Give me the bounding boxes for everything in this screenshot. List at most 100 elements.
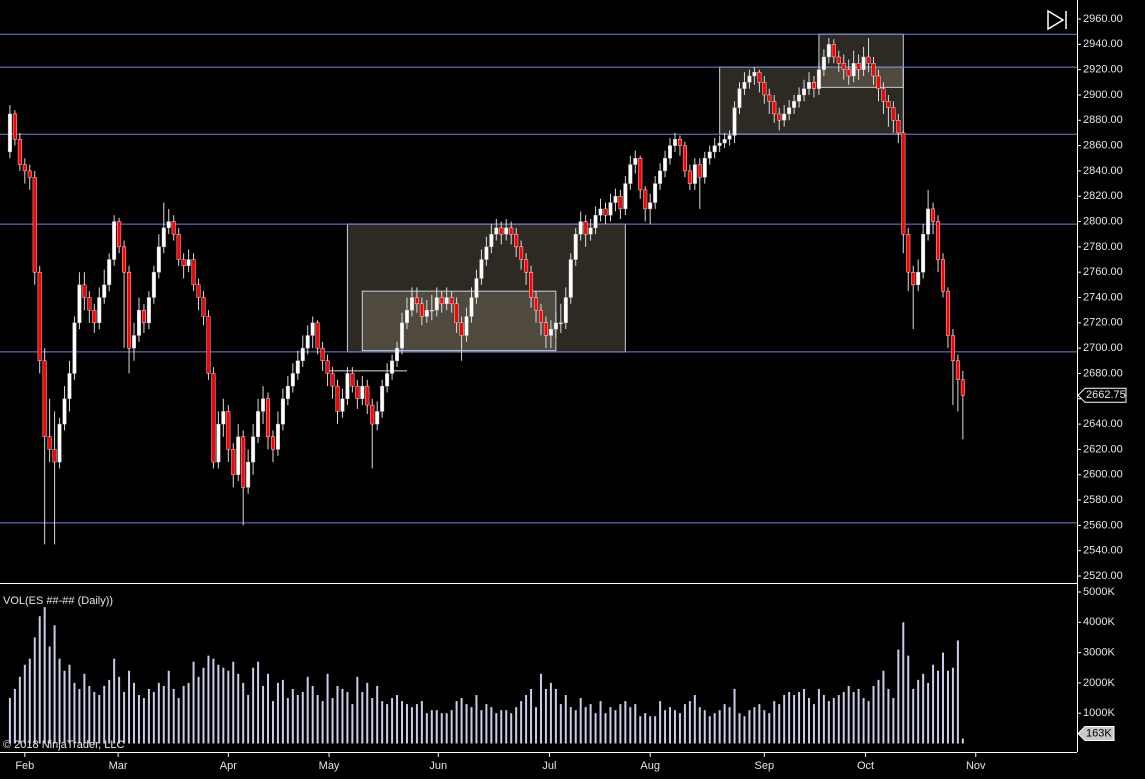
candle-body bbox=[548, 328, 553, 336]
candle-body bbox=[454, 303, 459, 324]
candle-body bbox=[285, 385, 290, 399]
x-tick-label: May bbox=[319, 760, 340, 772]
volume-bar bbox=[321, 701, 324, 744]
volume-bar bbox=[664, 710, 667, 744]
candle-body bbox=[67, 373, 72, 399]
volume-bar bbox=[698, 707, 701, 744]
y-tick-label: 2960.00 bbox=[1083, 13, 1123, 25]
candle-body bbox=[648, 202, 653, 210]
y-tick-label: 2840.00 bbox=[1083, 165, 1123, 177]
candle-body bbox=[643, 189, 648, 210]
volume-bar bbox=[678, 713, 681, 744]
candle-body bbox=[459, 322, 464, 336]
candle-body bbox=[940, 259, 945, 292]
volume-bar bbox=[410, 707, 413, 744]
candle-body bbox=[876, 75, 881, 89]
candle-body bbox=[444, 297, 449, 305]
volume-bar bbox=[93, 691, 96, 744]
candle-body bbox=[861, 56, 866, 70]
candle-body bbox=[57, 423, 62, 463]
candle-body bbox=[270, 436, 275, 450]
candle-body bbox=[677, 139, 682, 146]
candle-body bbox=[122, 246, 127, 273]
volume-bar bbox=[594, 713, 597, 744]
volume-bar bbox=[88, 685, 91, 744]
candle-body bbox=[17, 139, 22, 165]
candle-body bbox=[826, 44, 831, 58]
volume-bar bbox=[554, 688, 557, 744]
volume-bar bbox=[182, 685, 185, 744]
candle-body bbox=[806, 82, 811, 89]
candle-body bbox=[603, 208, 608, 216]
candle-body bbox=[936, 221, 941, 260]
y-tick-label: 2740.00 bbox=[1083, 291, 1123, 303]
volume-bar bbox=[693, 695, 696, 744]
volume-bar bbox=[262, 685, 265, 744]
y-tick-label: 2720.00 bbox=[1083, 317, 1123, 329]
candle-body bbox=[241, 436, 246, 488]
x-tick-label: Oct bbox=[857, 760, 874, 772]
y-tick-label: 2540.00 bbox=[1083, 545, 1123, 557]
volume-bar bbox=[98, 695, 101, 744]
volume-bar bbox=[281, 679, 284, 744]
volume-bar bbox=[946, 670, 949, 744]
volume-bar bbox=[569, 707, 572, 744]
candle-body bbox=[742, 82, 747, 89]
volume-bar bbox=[917, 679, 920, 744]
candle-body bbox=[672, 139, 677, 146]
volume-bar bbox=[252, 667, 255, 744]
volume-bar bbox=[708, 716, 711, 744]
candle-body bbox=[906, 234, 911, 273]
candle-body bbox=[290, 373, 295, 387]
x-tick-label: Aug bbox=[640, 760, 660, 772]
volume-bar bbox=[495, 713, 498, 744]
candle-body bbox=[945, 290, 950, 336]
candle-body bbox=[315, 322, 320, 349]
volume-bar bbox=[386, 704, 389, 744]
volume-y-tick-label: 1000K bbox=[1083, 707, 1115, 719]
candle-body bbox=[856, 63, 861, 70]
volume-bar bbox=[391, 698, 394, 744]
candle-body bbox=[628, 164, 633, 184]
volume-bar bbox=[748, 710, 751, 744]
volume-bar bbox=[559, 704, 562, 744]
volume-bar bbox=[599, 701, 602, 744]
volume-bar bbox=[807, 698, 810, 744]
x-tick-label: Mar bbox=[109, 760, 128, 772]
candle-body bbox=[896, 120, 901, 134]
volume-bar bbox=[212, 658, 215, 744]
candle-body bbox=[186, 259, 191, 267]
volume-bar bbox=[103, 685, 106, 744]
candle-body bbox=[404, 309, 409, 324]
volume-bar bbox=[371, 698, 374, 744]
y-tick-label: 2860.00 bbox=[1083, 139, 1123, 151]
volume-bar bbox=[639, 716, 642, 744]
candle-body bbox=[419, 303, 424, 317]
candle-body bbox=[851, 63, 856, 77]
volume-bar bbox=[788, 691, 791, 744]
candle-body bbox=[494, 227, 499, 235]
volume-bar bbox=[162, 685, 165, 744]
candle-body bbox=[563, 297, 568, 324]
volume-bar bbox=[361, 691, 364, 744]
candle-body bbox=[707, 151, 712, 159]
candle-body bbox=[955, 360, 960, 380]
volume-bar bbox=[13, 688, 16, 744]
volume-bar bbox=[470, 707, 473, 744]
volume-bar bbox=[758, 704, 761, 744]
volume-bar bbox=[937, 670, 940, 744]
candle-body bbox=[950, 335, 955, 361]
skip-to-end-button[interactable] bbox=[1044, 8, 1072, 32]
volume-bar bbox=[123, 691, 126, 744]
volume-bar bbox=[33, 637, 36, 744]
volume-bar bbox=[500, 710, 503, 744]
candle-body bbox=[414, 297, 419, 305]
candle-body bbox=[926, 208, 931, 235]
candle-body bbox=[261, 398, 266, 412]
volume-bar bbox=[857, 688, 860, 744]
volume-bar bbox=[331, 698, 334, 744]
y-tick-label: 2560.00 bbox=[1083, 519, 1123, 531]
candle-body bbox=[464, 316, 469, 336]
candle-body bbox=[509, 227, 514, 235]
volume-bar bbox=[137, 695, 140, 744]
